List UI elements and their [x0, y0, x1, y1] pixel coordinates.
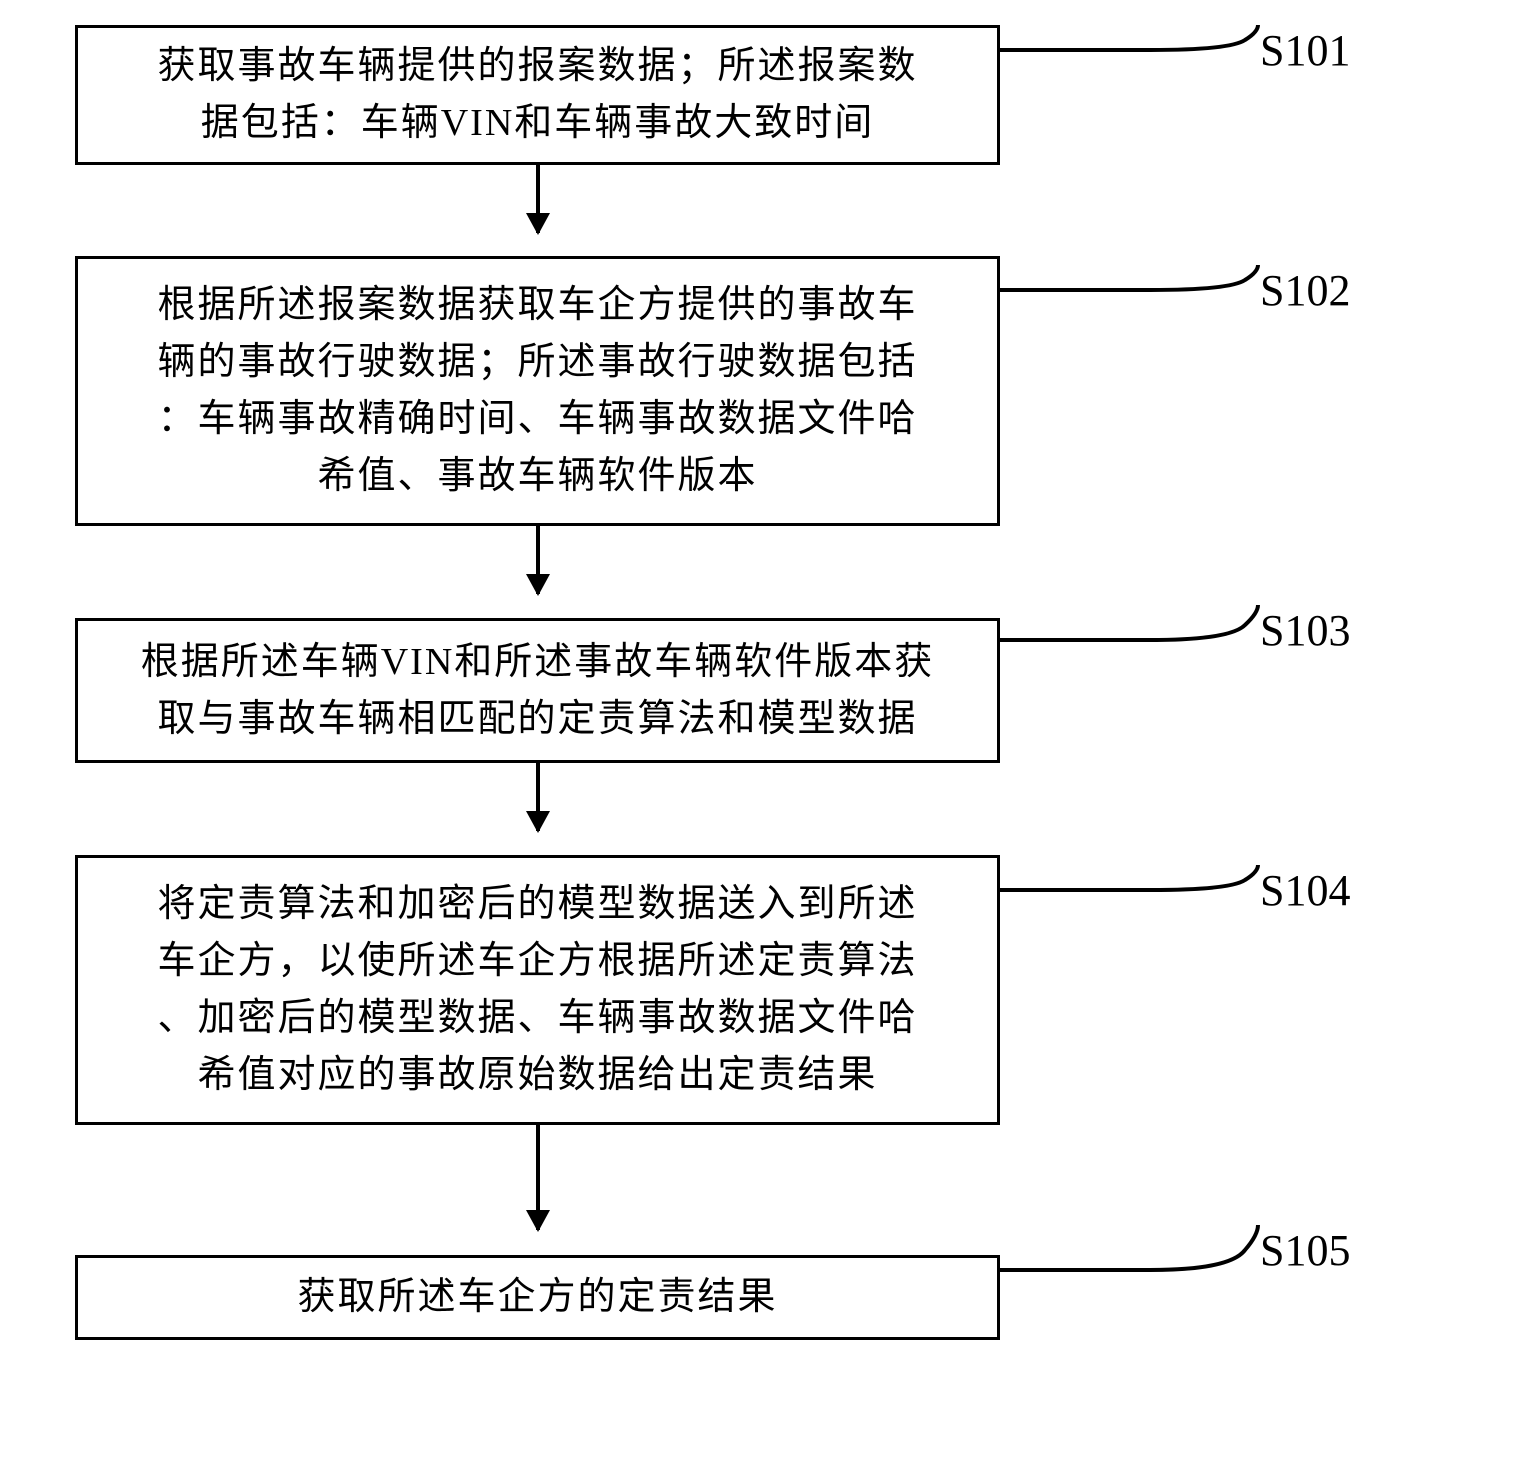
arrow-4 [536, 1125, 540, 1230]
step-text: 根据所述车辆VIN和所述事故车辆软件版本获取与事故车辆相匹配的定责算法和模型数据 [141, 634, 935, 748]
connector-s101 [1000, 20, 1260, 105]
arrow-3 [536, 763, 540, 831]
step-box-s104: 将定责算法和加密后的模型数据送入到所述车企方，以使所述车企方根据所述定责算法、加… [75, 855, 1000, 1125]
step-box-s105: 获取所述车企方的定责结果 [75, 1255, 1000, 1340]
step-label-s105: S105 [1260, 1225, 1350, 1276]
connector-s102 [1000, 260, 1260, 345]
step-box-s102: 根据所述报案数据获取车企方提供的事故车辆的事故行驶数据；所述事故行驶数据包括：车… [75, 256, 1000, 526]
connector-s104 [1000, 860, 1260, 945]
step-label-s101: S101 [1260, 25, 1350, 76]
step-box-s101: 获取事故车辆提供的报案数据；所述报案数据包括：车辆VIN和车辆事故大致时间 [75, 25, 1000, 165]
step-text: 根据所述报案数据获取车企方提供的事故车辆的事故行驶数据；所述事故行驶数据包括：车… [157, 277, 917, 505]
step-box-s103: 根据所述车辆VIN和所述事故车辆软件版本获取与事故车辆相匹配的定责算法和模型数据 [75, 618, 1000, 763]
flowchart-container: 获取事故车辆提供的报案数据；所述报案数据包括：车辆VIN和车辆事故大致时间 根据… [0, 0, 1520, 1482]
arrow-2 [536, 526, 540, 594]
arrow-1 [536, 165, 540, 233]
step-label-s103: S103 [1260, 605, 1350, 656]
step-label-s104: S104 [1260, 865, 1350, 916]
connector-s105 [1000, 1223, 1260, 1308]
step-text: 将定责算法和加密后的模型数据送入到所述车企方，以使所述车企方根据所述定责算法、加… [157, 876, 917, 1104]
step-label-s102: S102 [1260, 265, 1350, 316]
step-text: 获取事故车辆提供的报案数据；所述报案数据包括：车辆VIN和车辆事故大致时间 [157, 38, 917, 152]
step-text: 获取所述车企方的定责结果 [297, 1269, 777, 1326]
connector-s103 [1000, 603, 1260, 688]
